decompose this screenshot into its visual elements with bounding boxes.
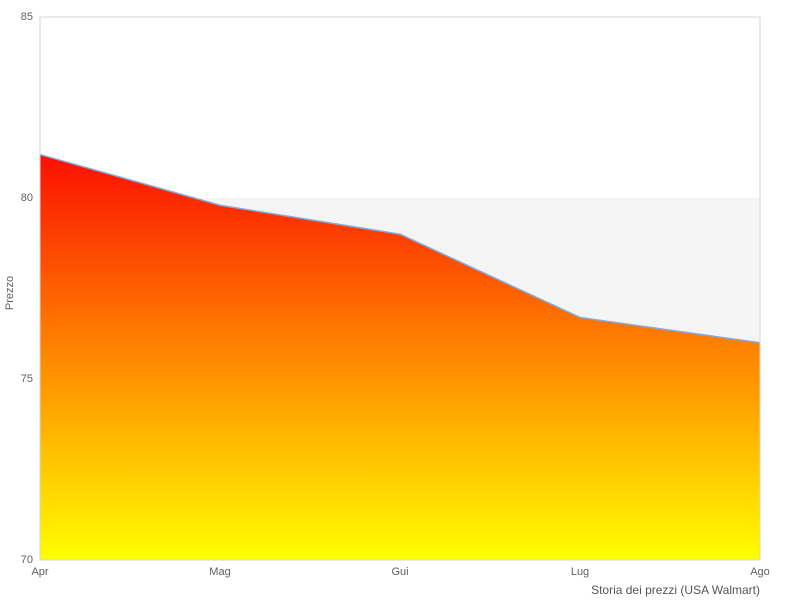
- y-tick-label: 75: [20, 373, 33, 385]
- x-tick-label: Ago: [750, 566, 770, 578]
- y-tick-label: 80: [20, 192, 33, 204]
- y-tick-label: 85: [20, 11, 33, 23]
- y-tick-label: 70: [20, 554, 33, 566]
- x-tick-label: Apr: [31, 566, 49, 578]
- x-tick-label: Gui: [391, 566, 409, 578]
- price-line: [39, 153, 761, 344]
- x-axis-title: Storia dei prezzi (USA Walmart): [591, 583, 760, 597]
- x-tick-label: Mag: [209, 566, 231, 578]
- price-area: [40, 154, 760, 560]
- plot-border: [39, 16, 761, 561]
- y-axis-title: Prezzo: [4, 275, 16, 311]
- x-tick-label: Lug: [570, 566, 590, 578]
